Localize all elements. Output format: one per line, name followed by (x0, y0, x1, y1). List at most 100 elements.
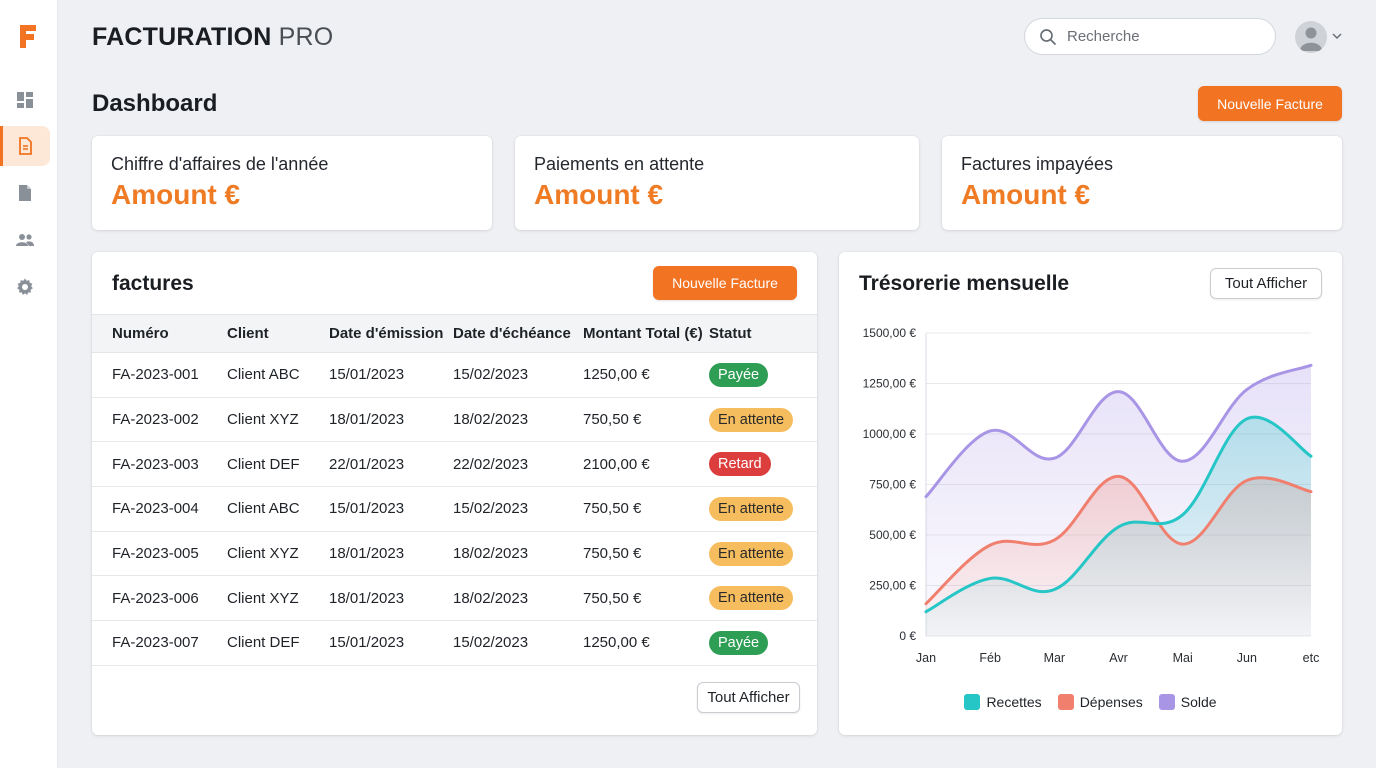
cell-number: FA-2023-003 (112, 455, 199, 473)
search-box[interactable] (1024, 18, 1276, 55)
treasury-view-all-button[interactable]: Tout Afficher (1210, 268, 1322, 299)
status-badge: En attente (709, 586, 794, 611)
cell-status: En attente (709, 531, 817, 576)
cell-number: FA-2023-005 (112, 545, 199, 563)
table-row[interactable]: FA-2023-002 Client XYZ 18/01/2023 18/02/202… (92, 397, 817, 442)
legend-label: Solde (1180, 694, 1217, 710)
y-tick-label: 1000,00 € (863, 427, 917, 441)
kpi-card-revenue: Chiffre d'affaires de l'année Amount € (92, 136, 492, 230)
column-header[interactable]: Numéro (112, 325, 169, 342)
table-row[interactable]: FA-2023-005 Client XYZ 18/01/2023 18/02/202… (92, 531, 817, 576)
chevron-down-icon[interactable] (1331, 30, 1343, 42)
sidebar-item-documents[interactable] (0, 173, 50, 213)
invoices-title: factures (112, 272, 194, 295)
legend-swatch (1158, 694, 1175, 710)
column-header[interactable]: Date d'émission (329, 325, 444, 342)
status-badge: Payée (709, 362, 769, 387)
cell-number: FA-2023-002 (112, 411, 199, 429)
y-tick-label: 0 € (899, 629, 916, 643)
area-recettes (926, 417, 1311, 636)
kpi-value: Amount € (961, 179, 1091, 210)
kpi-value: Amount € (111, 179, 241, 210)
cell-due: 15/02/2023 (453, 366, 529, 384)
kpi-label: Factures impayées (961, 154, 1114, 174)
dashboard-icon (17, 92, 33, 108)
cell-status: En attente (709, 397, 817, 442)
cell-client: Client XYZ (227, 545, 299, 563)
cell-issued: 18/01/2023 (329, 545, 405, 563)
cell-status: En attente (709, 487, 817, 532)
document-icon (19, 185, 31, 201)
cell-due: 18/02/2023 (453, 545, 529, 563)
legend-item[interactable]: Recettes (964, 694, 1042, 710)
cell-issued: 15/01/2023 (329, 500, 405, 518)
app-title: FACTURATION PRO (92, 23, 333, 52)
x-tick-label: etc (1303, 651, 1320, 665)
user-avatar-icon (1300, 27, 1322, 51)
avatar[interactable] (1295, 21, 1327, 53)
invoices-card: factures Nouvelle Facture Numéro Client … (92, 252, 817, 735)
sidebar-item-invoices[interactable] (0, 126, 50, 166)
users-icon (16, 234, 34, 246)
cell-total: 750,50 € (583, 500, 642, 518)
search-input[interactable] (1067, 28, 1257, 45)
invoices-table: Numéro Client Date d'émission Date d'éch… (92, 314, 817, 666)
kpi-label: Chiffre d'affaires de l'année (111, 154, 329, 174)
cell-due: 22/02/2023 (453, 455, 529, 473)
cell-total: 1250,00 € (583, 634, 650, 652)
legend-item[interactable]: Solde (1158, 694, 1217, 710)
cell-number: FA-2023-007 (112, 634, 199, 652)
cell-due: 15/02/2023 (453, 634, 529, 652)
status-badge: En attente (709, 407, 794, 432)
cell-total: 750,50 € (583, 545, 642, 563)
cell-number: FA-2023-004 (112, 500, 199, 518)
status-badge: En attente (709, 496, 794, 521)
invoices-new-button[interactable]: Nouvelle Facture (653, 266, 797, 300)
sidebar-item-clients[interactable] (0, 220, 50, 260)
cell-due: 15/02/2023 (453, 500, 529, 518)
page-title: Dashboard (92, 90, 218, 117)
y-tick-label: 750,00 € (869, 478, 916, 492)
table-row[interactable]: FA-2023-001 Client ABC 15/01/2023 15/02/202… (92, 353, 817, 398)
invoices-view-all-button[interactable]: Tout Afficher (697, 682, 800, 713)
cell-due: 18/02/2023 (453, 589, 529, 607)
treasury-title: Trésorerie mensuelle (859, 272, 1070, 295)
table-row[interactable]: FA-2023-007 Client DEF 15/01/2023 15/02/202… (92, 621, 817, 666)
cell-client: Client ABC (227, 500, 300, 518)
app-logo (20, 25, 36, 48)
table-row[interactable]: FA-2023-003 Client DEF 22/01/2023 22/02/202… (92, 442, 817, 487)
treasury-chart: 0 € 250,00 € 500,00 € 750,00 € 1000,00 € 1250… (863, 326, 1320, 665)
legend-label: Recettes (986, 694, 1042, 710)
y-tick-label: 1500,00 € (863, 326, 917, 340)
cell-issued: 22/01/2023 (329, 455, 405, 473)
new-invoice-button[interactable]: Nouvelle Facture (1198, 86, 1342, 121)
legend-item[interactable]: Dépenses (1057, 694, 1143, 710)
cell-client: Client XYZ (227, 411, 299, 429)
table-row[interactable]: FA-2023-006 Client XYZ 18/01/2023 18/02/202… (92, 576, 817, 621)
kpi-card-pending-payments: Paiements en attente Amount € (515, 136, 919, 230)
legend-swatch (1057, 694, 1074, 710)
app-title-main: FACTURATION (92, 23, 272, 51)
table-row[interactable]: FA-2023-004 Client ABC 15/01/2023 15/02/202… (92, 487, 817, 532)
kpi-card-unpaid-invoices: Factures impayées Amount € (942, 136, 1342, 230)
column-header[interactable]: Statut (709, 325, 752, 342)
cell-status: Retard (709, 442, 817, 487)
column-header[interactable]: Montant Total (€) (583, 325, 703, 342)
cell-client: Client XYZ (227, 589, 299, 607)
legend-label: Dépenses (1079, 694, 1143, 710)
sidebar-item-settings[interactable] (0, 267, 50, 307)
column-header[interactable]: Date d'échéance (453, 325, 571, 342)
x-tick-label: Jan (916, 651, 936, 665)
series-line-dépenses (924, 474, 1313, 606)
cell-client: Client ABC (227, 366, 300, 384)
cell-status: Payée (709, 353, 817, 398)
cell-issued: 15/01/2023 (329, 634, 405, 652)
column-header[interactable]: Client (227, 325, 269, 342)
y-tick-label: 500,00 € (869, 528, 916, 542)
invoice-icon (19, 137, 32, 155)
table-header-row: Numéro Client Date d'émission Date d'éch… (92, 314, 817, 353)
sidebar-item-dashboard[interactable] (0, 80, 50, 120)
kpi-value: Amount € (534, 179, 664, 210)
cell-status: Payée (709, 621, 817, 666)
status-badge: Payée (709, 630, 769, 655)
